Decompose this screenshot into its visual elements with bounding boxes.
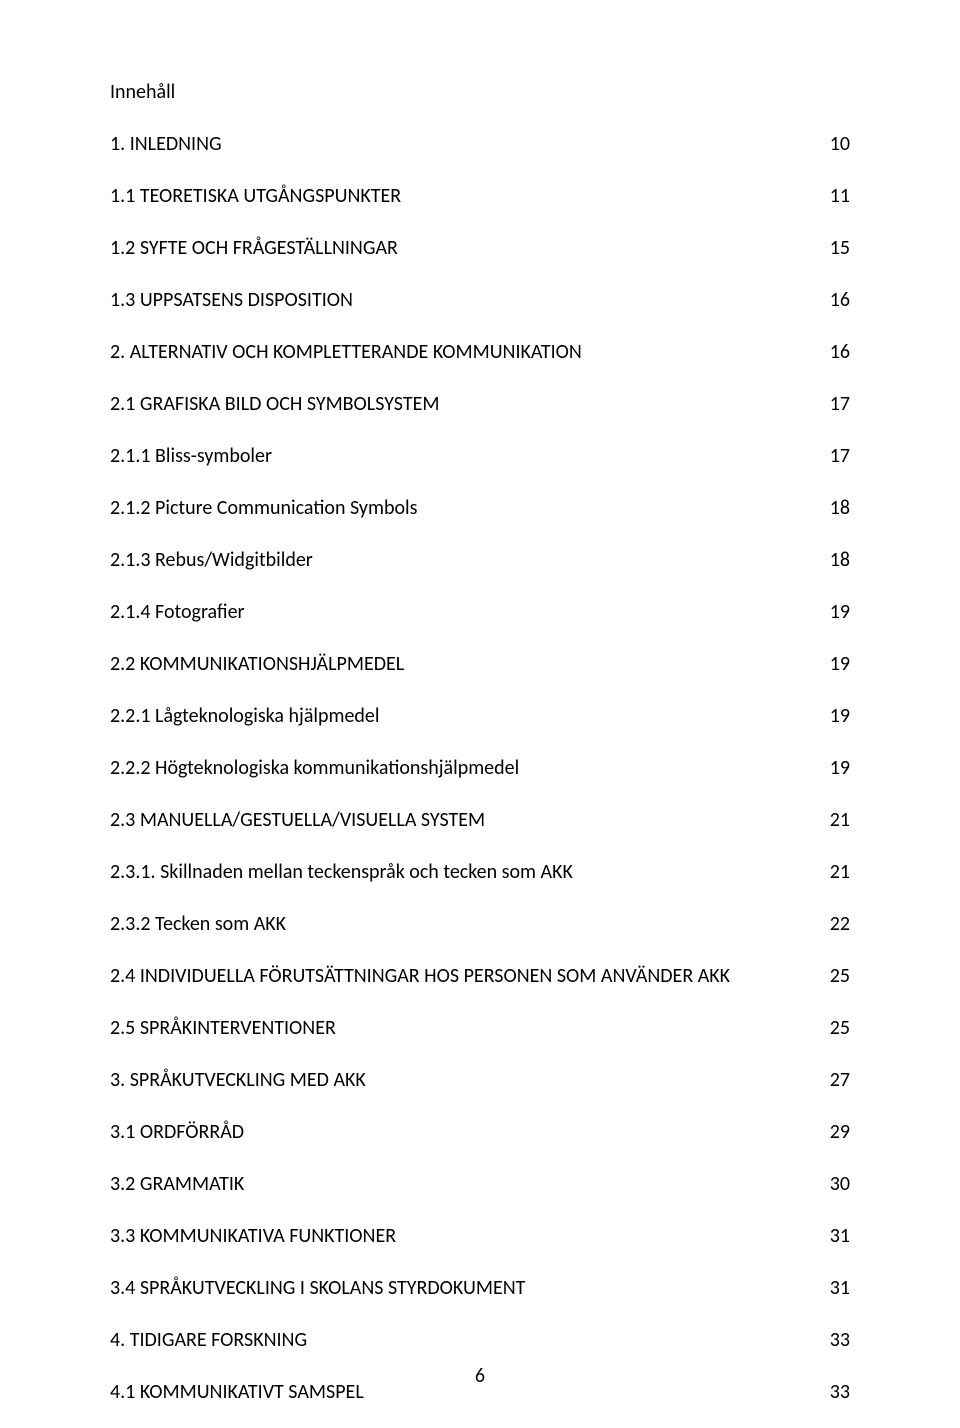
toc-page: 10 <box>810 132 850 156</box>
toc-label: 3.4 SPRÅKUTVECKLING I SKOLANS STYRDOKUME… <box>110 1276 810 1300</box>
toc-row: 3.1 ORDFÖRRÅD29 <box>110 1120 850 1144</box>
toc-page: 21 <box>810 860 850 884</box>
toc-page: 19 <box>810 652 850 676</box>
toc-label: 2.2.1 Lågteknologiska hjälpmedel <box>110 704 810 728</box>
toc-label: 2.2 KOMMUNIKATIONSHJÄLPMEDEL <box>110 652 810 676</box>
toc-label: 1. INLEDNING <box>110 132 810 156</box>
toc-row: 2.3 MANUELLA/GESTUELLA/VISUELLA SYSTEM21 <box>110 808 850 832</box>
toc-label: 2.5 SPRÅKINTERVENTIONER <box>110 1016 810 1040</box>
toc-row: 4. TIDIGARE FORSKNING33 <box>110 1328 850 1352</box>
toc-label: 2.3.1. Skillnaden mellan teckenspråk och… <box>110 860 810 884</box>
toc-row: 3.4 SPRÅKUTVECKLING I SKOLANS STYRDOKUME… <box>110 1276 850 1300</box>
table-of-contents: 1. INLEDNING10 1.1 TEORETISKA UTGÅNGSPUNK… <box>110 132 850 1404</box>
page-title: Innehåll <box>110 80 850 104</box>
toc-row: 3. SPRÅKUTVECKLING MED AKK27 <box>110 1068 850 1092</box>
toc-label: 3.3 KOMMUNIKATIVA FUNKTIONER <box>110 1224 810 1248</box>
toc-row: 3.3 KOMMUNIKATIVA FUNKTIONER31 <box>110 1224 850 1248</box>
toc-row: 2.1.1 Bliss-symboler17 <box>110 444 850 468</box>
toc-page: 25 <box>810 1016 850 1040</box>
toc-row: 1. INLEDNING10 <box>110 132 850 156</box>
toc-label: 2.4 INDIVIDUELLA FÖRUTSÄTTNINGAR HOS PER… <box>110 964 810 988</box>
toc-label: 1.2 SYFTE OCH FRÅGESTÄLLNINGAR <box>110 236 810 260</box>
toc-page: 16 <box>810 340 850 364</box>
page-number: 6 <box>0 1364 960 1388</box>
toc-page: 21 <box>810 808 850 832</box>
toc-row: 2. ALTERNATIV OCH KOMPLETTERANDE KOMMUNI… <box>110 340 850 364</box>
toc-page: 27 <box>810 1068 850 1092</box>
toc-label: 2.1.3 Rebus/Widgitbilder <box>110 548 810 572</box>
toc-label: 2.2.2 Högteknologiska kommunikationshjäl… <box>110 756 810 780</box>
toc-row: 2.4 INDIVIDUELLA FÖRUTSÄTTNINGAR HOS PER… <box>110 964 850 988</box>
toc-row: 1.3 UPPSATSENS DISPOSITION16 <box>110 288 850 312</box>
toc-page: 29 <box>810 1120 850 1144</box>
toc-row: 2.3.2 Tecken som AKK22 <box>110 912 850 936</box>
toc-page: 19 <box>810 704 850 728</box>
toc-row: 2.2 KOMMUNIKATIONSHJÄLPMEDEL19 <box>110 652 850 676</box>
toc-page: 25 <box>810 964 850 988</box>
toc-label: 3.1 ORDFÖRRÅD <box>110 1120 810 1144</box>
toc-page: 19 <box>810 600 850 624</box>
toc-row: 1.2 SYFTE OCH FRÅGESTÄLLNINGAR15 <box>110 236 850 260</box>
toc-label: 1.1 TEORETISKA UTGÅNGSPUNKTER <box>110 184 810 208</box>
toc-label: 2.3 MANUELLA/GESTUELLA/VISUELLA SYSTEM <box>110 808 810 832</box>
toc-page: 18 <box>810 548 850 572</box>
toc-page: 17 <box>810 444 850 468</box>
toc-label: 2.1.1 Bliss-symboler <box>110 444 810 468</box>
toc-label: 4. TIDIGARE FORSKNING <box>110 1328 810 1352</box>
toc-row: 2.1.4 Fotografier19 <box>110 600 850 624</box>
toc-label: 2.1 GRAFISKA BILD OCH SYMBOLSYSTEM <box>110 392 810 416</box>
toc-label: 2.3.2 Tecken som AKK <box>110 912 810 936</box>
toc-row: 2.2.2 Högteknologiska kommunikationshjäl… <box>110 756 850 780</box>
toc-label: 3.2 GRAMMATIK <box>110 1172 810 1196</box>
toc-page: 30 <box>810 1172 850 1196</box>
toc-label: 2.1.2 Picture Communication Symbols <box>110 496 810 520</box>
toc-label: 2.1.4 Fotografier <box>110 600 810 624</box>
document-page: Innehåll 1. INLEDNING10 1.1 TEORETISKA UT… <box>0 0 960 1428</box>
toc-label: 1.3 UPPSATSENS DISPOSITION <box>110 288 810 312</box>
toc-row: 2.1.3 Rebus/Widgitbilder18 <box>110 548 850 572</box>
toc-page: 17 <box>810 392 850 416</box>
toc-row: 1.1 TEORETISKA UTGÅNGSPUNKTER11 <box>110 184 850 208</box>
toc-label: 2. ALTERNATIV OCH KOMPLETTERANDE KOMMUNI… <box>110 340 810 364</box>
toc-page: 16 <box>810 288 850 312</box>
toc-row: 3.2 GRAMMATIK30 <box>110 1172 850 1196</box>
toc-page: 31 <box>810 1276 850 1300</box>
toc-row: 2.3.1. Skillnaden mellan teckenspråk och… <box>110 860 850 884</box>
toc-page: 15 <box>810 236 850 260</box>
toc-page: 18 <box>810 496 850 520</box>
toc-row: 2.2.1 Lågteknologiska hjälpmedel19 <box>110 704 850 728</box>
toc-label: 3. SPRÅKUTVECKLING MED AKK <box>110 1068 810 1092</box>
toc-row: 2.5 SPRÅKINTERVENTIONER25 <box>110 1016 850 1040</box>
toc-page: 31 <box>810 1224 850 1248</box>
toc-page: 19 <box>810 756 850 780</box>
toc-page: 22 <box>810 912 850 936</box>
toc-page: 11 <box>810 184 850 208</box>
toc-row: 2.1 GRAFISKA BILD OCH SYMBOLSYSTEM17 <box>110 392 850 416</box>
toc-row: 2.1.2 Picture Communication Symbols18 <box>110 496 850 520</box>
toc-page: 33 <box>810 1328 850 1352</box>
